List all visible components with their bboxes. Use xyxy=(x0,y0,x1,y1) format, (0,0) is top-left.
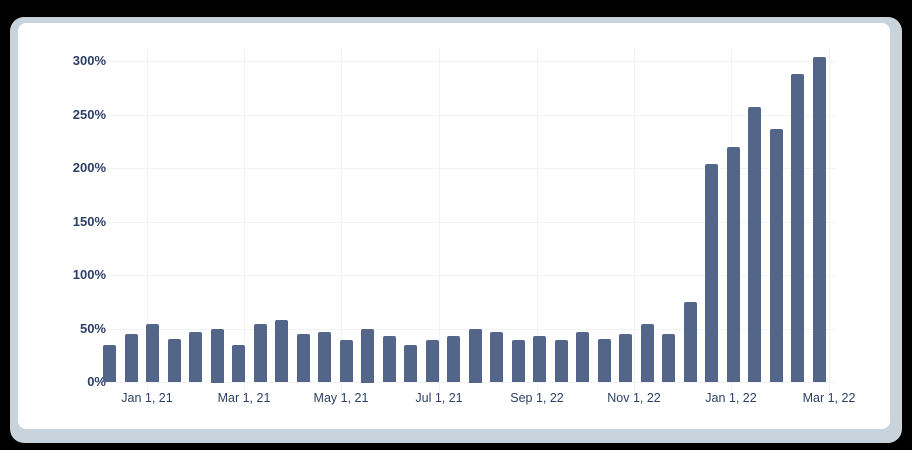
gridline-horizontal xyxy=(100,222,836,223)
bar[interactable] xyxy=(318,332,331,382)
bar[interactable] xyxy=(383,336,396,382)
bar[interactable] xyxy=(705,164,718,382)
x-tick-label: Jan 1, 22 xyxy=(705,391,757,405)
bar[interactable] xyxy=(770,129,783,382)
bar[interactable] xyxy=(576,332,589,382)
y-tick-label: 200% xyxy=(72,160,106,175)
x-tick-label: Mar 1, 21 xyxy=(217,391,271,405)
bar[interactable] xyxy=(340,340,353,382)
bar[interactable] xyxy=(727,147,740,382)
gridline-vertical xyxy=(829,48,830,395)
x-tick-label: Jan 1, 21 xyxy=(121,391,173,405)
bar[interactable] xyxy=(168,339,181,382)
y-tick-label: 50% xyxy=(79,321,106,336)
bar[interactable] xyxy=(533,336,546,382)
bar[interactable] xyxy=(469,329,482,383)
x-tick-label: Jul 1, 21 xyxy=(415,391,463,405)
y-tick-label: 250% xyxy=(72,107,106,122)
gridline-horizontal xyxy=(100,115,836,116)
bar[interactable] xyxy=(404,345,417,382)
gridline-vertical xyxy=(147,48,148,395)
x-tick-label: Sep 1, 22 xyxy=(510,391,564,405)
bar[interactable] xyxy=(125,334,138,382)
gridline-horizontal xyxy=(100,329,836,330)
bar[interactable] xyxy=(748,107,761,382)
gridline-vertical xyxy=(244,48,245,395)
x-tick-label: Mar 1, 22 xyxy=(802,391,856,405)
x-tick-label: Nov 1, 22 xyxy=(607,391,661,405)
chart-frame: 0% 50% 100% 150% 200% 250% 300% Jan 1, 21 Mar 1… xyxy=(10,17,902,443)
bar[interactable] xyxy=(447,336,460,382)
gridline-horizontal xyxy=(100,61,836,62)
gridline-horizontal xyxy=(100,275,836,276)
gridline-vertical xyxy=(341,48,342,395)
bar[interactable] xyxy=(426,340,439,382)
gridline-horizontal xyxy=(100,168,836,169)
bar-chart: 0% 50% 100% 150% 200% 250% 300% Jan 1, 21 Mar 1… xyxy=(18,23,890,429)
gridline-vertical xyxy=(634,48,635,395)
bar[interactable] xyxy=(555,340,568,382)
gridline-vertical xyxy=(439,48,440,395)
gridline-vertical xyxy=(537,48,538,395)
gridline-horizontal xyxy=(100,382,836,383)
bar[interactable] xyxy=(684,302,697,382)
x-tick-label: May 1, 21 xyxy=(313,391,369,405)
bar[interactable] xyxy=(490,332,503,382)
bar[interactable] xyxy=(791,74,804,382)
bar[interactable] xyxy=(813,57,826,382)
bar[interactable] xyxy=(189,332,202,382)
bar[interactable] xyxy=(598,339,611,382)
bar[interactable] xyxy=(512,340,525,382)
bar[interactable] xyxy=(361,329,374,383)
y-tick-label: 150% xyxy=(72,214,106,229)
bar[interactable] xyxy=(275,320,288,382)
chart-card: 0% 50% 100% 150% 200% 250% 300% Jan 1, 21 Mar 1… xyxy=(18,23,890,429)
bar[interactable] xyxy=(103,345,116,382)
y-tick-label: 100% xyxy=(72,267,106,282)
bar[interactable] xyxy=(641,324,654,382)
y-tick-label: 0% xyxy=(87,374,106,389)
bar[interactable] xyxy=(146,324,159,382)
y-tick-label: 300% xyxy=(72,53,106,68)
bar[interactable] xyxy=(619,334,632,382)
bar[interactable] xyxy=(211,329,224,383)
bar[interactable] xyxy=(662,334,675,382)
bar[interactable] xyxy=(297,334,310,382)
bar[interactable] xyxy=(232,345,245,382)
bar[interactable] xyxy=(254,324,267,382)
